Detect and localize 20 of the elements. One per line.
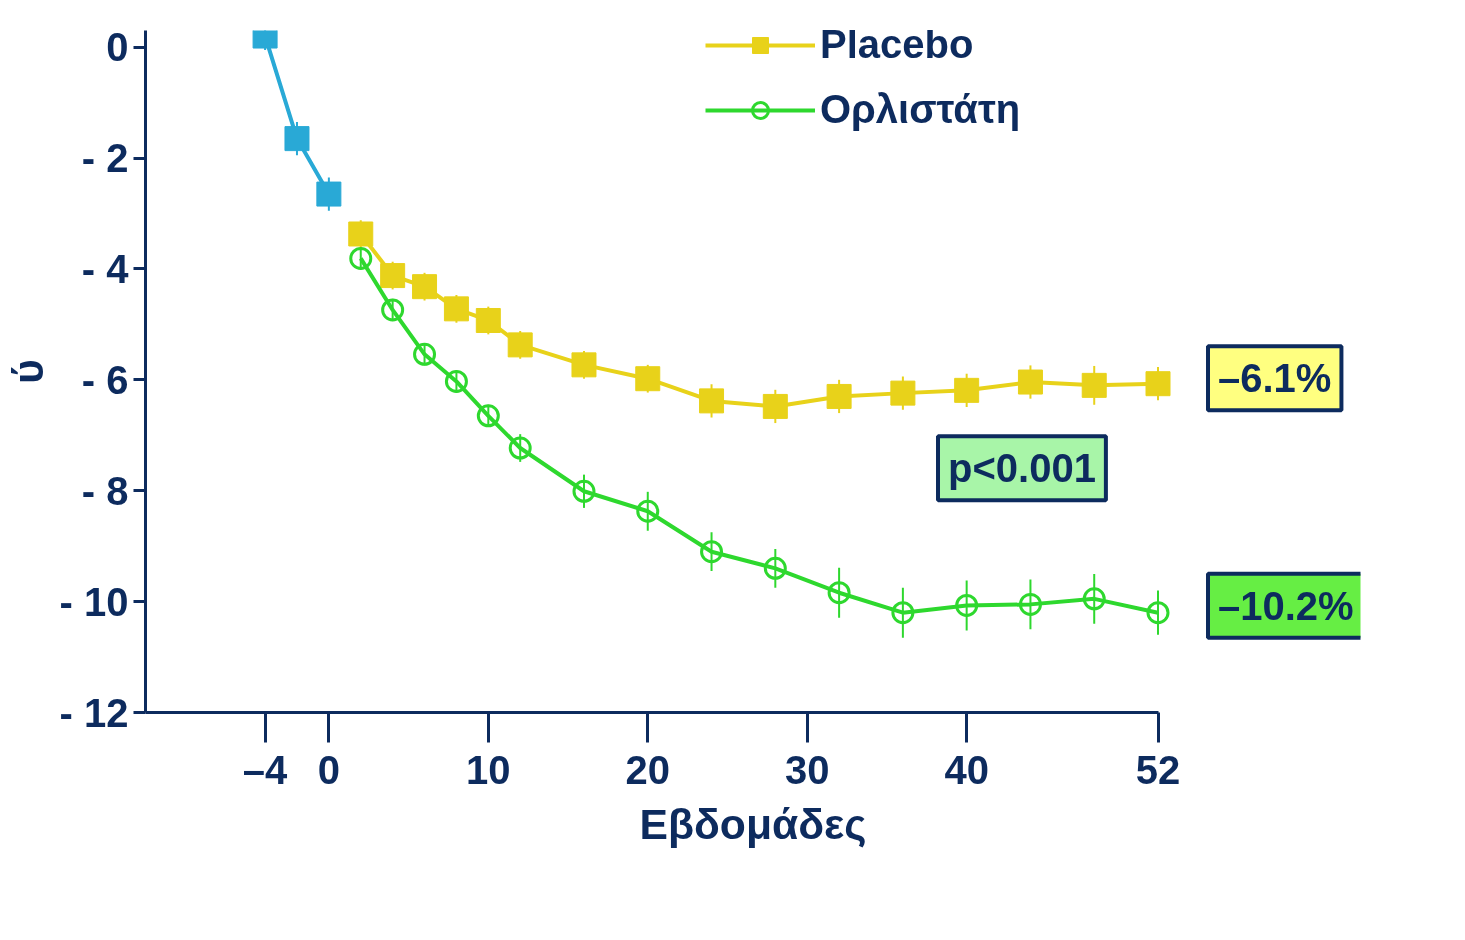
y-tick-label: - 6	[81, 357, 129, 402]
annotation: –6.1%	[1218, 356, 1332, 401]
y-tick-label: - 4	[81, 246, 130, 291]
x-tick-label: 0	[317, 747, 340, 792]
y-tick-label: - 2	[81, 136, 129, 181]
x-tick-label: 20	[625, 747, 671, 792]
x-tick-label: 30	[784, 747, 830, 792]
y-tick-label: - 8	[81, 468, 129, 513]
x-tick-label: 52	[1135, 747, 1181, 792]
x-tick-label: 10	[466, 747, 511, 792]
y-tick-label: 0	[106, 25, 129, 70]
x-tick-label: 40	[944, 747, 989, 792]
x-axis-title: Εβδομάδες	[639, 799, 867, 848]
annotation: –10.2%	[1218, 583, 1354, 628]
legend-label: Ορλιστάτη	[820, 87, 1021, 132]
y-tick-label: - 12	[59, 690, 129, 735]
y-axis-title: ύ	[3, 359, 52, 384]
x-tick-label: –4	[242, 747, 289, 792]
y-tick-label: - 10	[59, 579, 129, 624]
annotation: p<0.001	[948, 446, 1096, 491]
